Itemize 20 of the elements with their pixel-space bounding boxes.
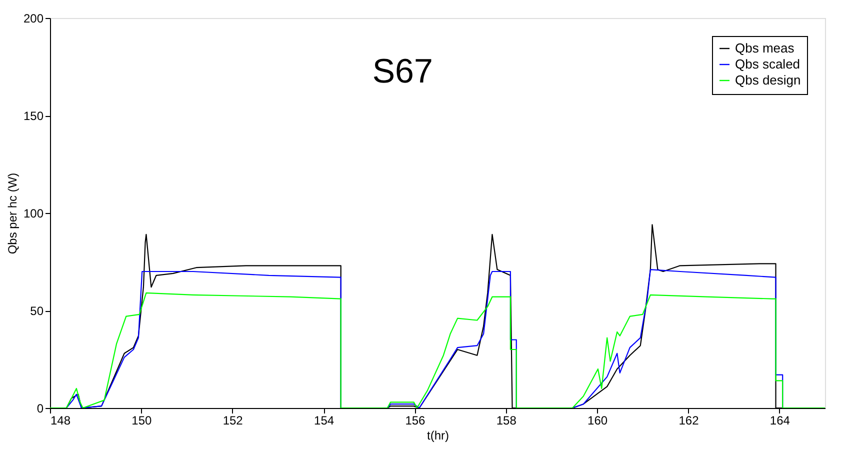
text: S67 (372, 52, 433, 91)
x-tick-label: 154 (314, 414, 334, 428)
legend-label: Qbs design (735, 72, 801, 88)
x-tick-label: 158 (496, 414, 517, 428)
legend-label: Qbs meas (735, 40, 795, 56)
y-tick-label: 200 (23, 12, 44, 26)
x-tick-label: 150 (132, 414, 152, 428)
y-tick-label: 0 (36, 402, 44, 416)
x-axis-title: t(hr) (427, 428, 449, 442)
legend-label: Qbs scaled (735, 56, 800, 72)
y-axis-title: Qbs per hc (W) (5, 172, 20, 254)
x-tick-label: 162 (678, 414, 700, 428)
y-tick-label: 100 (23, 206, 44, 220)
x-tick-label: 164 (770, 414, 790, 428)
x-tick-label: 148 (50, 414, 71, 428)
x-tick-label: 152 (222, 414, 244, 428)
y-tick-label: 150 (23, 109, 44, 123)
x-tick-label: 160 (588, 414, 608, 428)
x-tick-label: 156 (405, 414, 426, 428)
y-tick-label: 50 (30, 304, 44, 318)
